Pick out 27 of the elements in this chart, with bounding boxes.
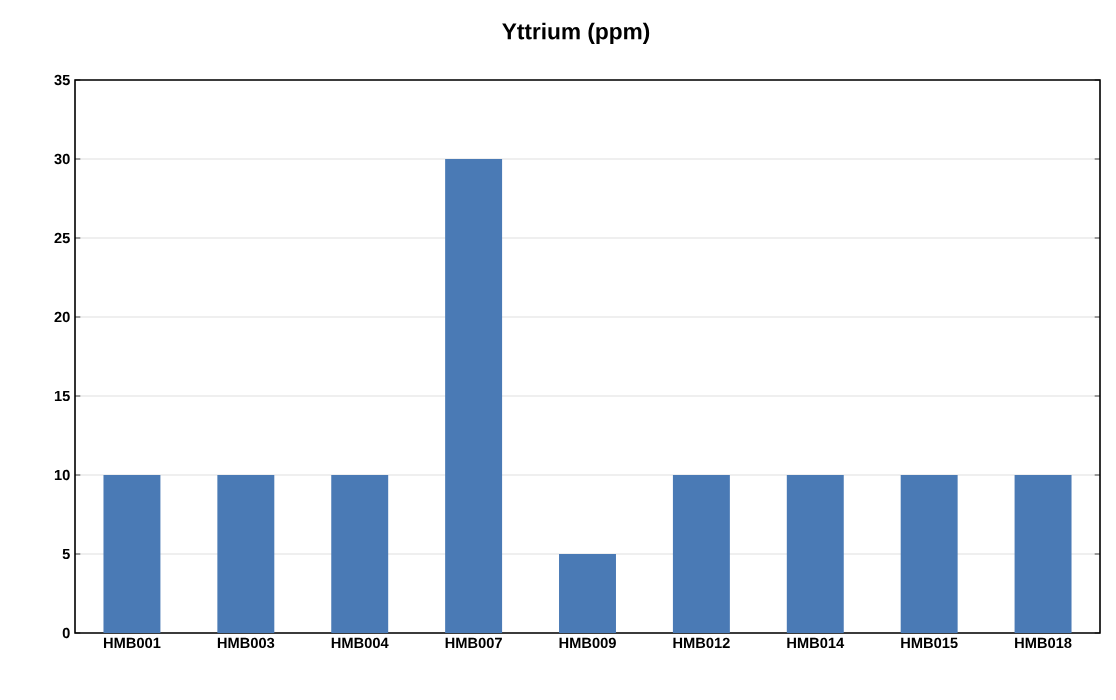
y-tick-label: 15 xyxy=(54,390,70,402)
x-tick-label: HMB003 xyxy=(217,637,275,649)
y-tick-label: 0 xyxy=(62,627,70,639)
x-tick-label: HMB009 xyxy=(559,637,616,649)
chart-title: Yttrium (ppm) xyxy=(502,22,650,44)
bar xyxy=(331,475,389,633)
y-tick-label: 30 xyxy=(54,153,70,165)
y-tick-label: 5 xyxy=(62,548,70,560)
bar xyxy=(900,475,958,633)
x-tick-label: HMB012 xyxy=(673,637,730,649)
y-tick-label: 20 xyxy=(54,311,70,323)
y-tick-label: 25 xyxy=(54,232,70,244)
bar xyxy=(559,554,616,633)
bar xyxy=(1014,475,1072,633)
x-tick-label: HMB007 xyxy=(445,637,502,649)
x-tick-label: HMB015 xyxy=(901,637,958,649)
x-tick-label: HMB014 xyxy=(787,637,845,649)
y-tick-label: 35 xyxy=(54,74,70,86)
x-tick-label: HMB018 xyxy=(1015,637,1072,649)
bar xyxy=(217,475,275,633)
bar xyxy=(786,475,844,633)
bar xyxy=(103,475,161,633)
x-tick-label: HMB004 xyxy=(331,637,389,649)
bar xyxy=(672,475,730,633)
bar xyxy=(445,158,503,633)
x-tick-label: HMB001 xyxy=(103,637,161,649)
y-tick-label: 10 xyxy=(54,469,70,481)
